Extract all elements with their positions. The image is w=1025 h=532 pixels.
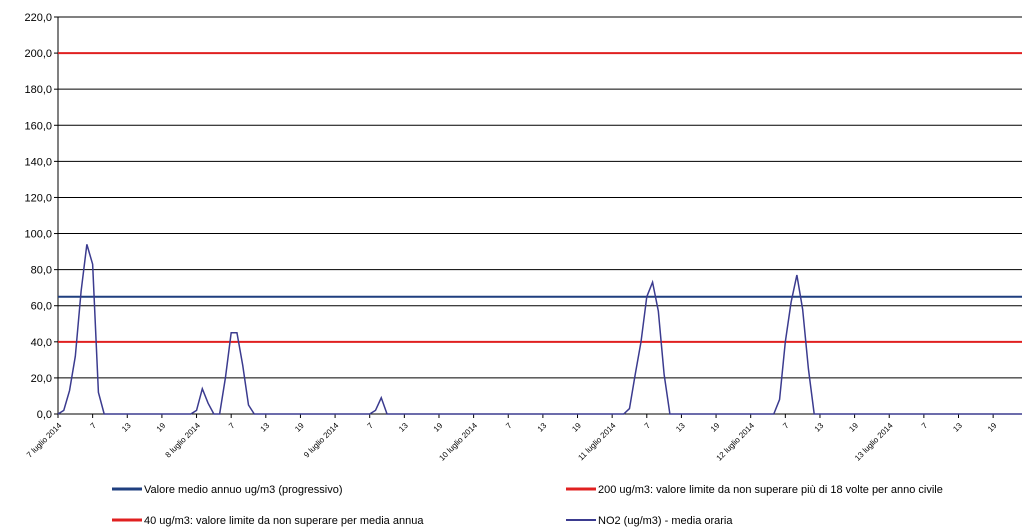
x-tick-label: 7 <box>643 421 653 431</box>
legend-label: 200 ug/m3: valore limite da non superare… <box>598 484 943 496</box>
x-tick-label: 9 luglio 2014 <box>302 421 341 460</box>
x-tick-label: 13 <box>674 421 687 434</box>
y-tick-label: 0,0 <box>37 409 52 421</box>
data-line <box>57 244 1022 415</box>
x-tick-label: 13 <box>813 421 826 434</box>
legend-label: 40 ug/m3: valore limite da non superare … <box>144 515 424 527</box>
x-tick-label: 19 <box>432 421 445 434</box>
y-tick-label: 220,0 <box>24 12 52 24</box>
x-tick-label: 7 <box>920 421 930 431</box>
x-tick-label: 13 <box>120 421 133 434</box>
x-tick-label: 19 <box>709 421 722 434</box>
x-tick-label: 19 <box>293 421 306 434</box>
legend-label: Valore medio annuo ug/m3 (progressivo) <box>144 484 343 496</box>
y-tick-label: 80,0 <box>31 265 52 277</box>
y-tick-label: 160,0 <box>24 120 52 132</box>
y-tick-label: 40,0 <box>31 337 52 349</box>
x-tick-label: 7 <box>227 421 237 431</box>
x-tick-label: 13 <box>951 421 964 434</box>
x-tick-label: 7 <box>366 421 376 431</box>
x-tick-label: 13 <box>397 421 410 434</box>
x-tick-label: 19 <box>155 421 168 434</box>
y-tick-label: 120,0 <box>24 192 52 204</box>
x-tick-label: 7 luglio 2014 <box>25 421 64 460</box>
x-tick-label: 19 <box>570 421 583 434</box>
x-tick-label: 8 luglio 2014 <box>164 421 203 460</box>
y-tick-label: 200,0 <box>24 48 52 60</box>
x-tick-label: 19 <box>986 421 999 434</box>
y-tick-label: 140,0 <box>24 156 52 168</box>
x-tick-label: 11 luglio 2014 <box>576 421 618 463</box>
x-tick-label: 13 <box>536 421 549 434</box>
y-tick-label: 180,0 <box>24 84 52 96</box>
x-tick-label: 13 <box>259 421 272 434</box>
y-tick-label: 60,0 <box>31 301 52 313</box>
x-tick-label: 19 <box>847 421 860 434</box>
x-tick-label: 7 <box>504 421 514 431</box>
x-tick-label: 7 <box>89 421 99 431</box>
legend-label: NO2 (ug/m3) - media oraria <box>598 515 733 527</box>
x-tick-label: 7 <box>781 421 791 431</box>
y-tick-label: 100,0 <box>24 229 52 241</box>
y-tick-label: 20,0 <box>31 373 52 385</box>
